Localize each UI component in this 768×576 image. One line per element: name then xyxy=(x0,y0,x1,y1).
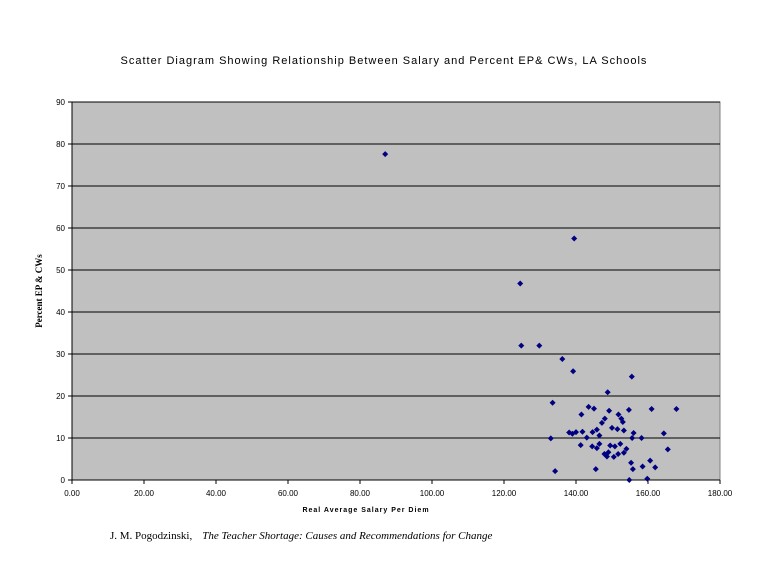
data-point-27 xyxy=(593,426,600,433)
x-axis-label: Real Average Salary Per Diem xyxy=(302,507,429,514)
data-point-48 xyxy=(603,453,610,460)
data-point-56 xyxy=(647,457,654,464)
y-tick-label-70: 70 xyxy=(56,182,65,191)
x-tick-label-40.00: 40.00 xyxy=(206,489,227,498)
x-tick-label-0.00: 0.00 xyxy=(64,489,80,498)
y-tick-label-90: 90 xyxy=(56,98,65,107)
data-point-50 xyxy=(615,450,622,457)
data-point-37 xyxy=(547,435,554,442)
data-point-43 xyxy=(611,443,618,450)
caption-book-title: The Teacher Shortage: Causes and Recomme… xyxy=(202,530,493,542)
data-point-55 xyxy=(639,463,646,470)
data-point-0 xyxy=(382,151,389,158)
x-tick-label-20.00: 20.00 xyxy=(134,489,155,498)
x-tick-label-60.00: 60.00 xyxy=(278,489,299,498)
x-tick-label-180.00: 180.00 xyxy=(708,489,733,498)
data-point-35 xyxy=(629,435,636,441)
data-point-17 xyxy=(615,411,622,418)
y-tick-label-0: 0 xyxy=(61,476,66,485)
data-point-10 xyxy=(673,406,680,413)
y-tick-label-20: 20 xyxy=(56,392,65,401)
data-point-5 xyxy=(559,356,566,363)
data-point-38 xyxy=(577,442,584,449)
y-tick-label-30: 30 xyxy=(56,350,65,359)
data-point-57 xyxy=(652,464,659,471)
source-caption: J. M. Pogodzinski, The Teacher Shortage: … xyxy=(110,530,492,542)
data-point-51 xyxy=(620,449,627,456)
data-point-36 xyxy=(638,435,645,441)
data-point-58 xyxy=(592,466,599,473)
y-axis-label: Percent EP & CWs xyxy=(34,254,44,328)
data-point-32 xyxy=(660,430,667,437)
data-point-30 xyxy=(620,427,627,434)
chart-title: Scatter Diagram Showing Relationship Bet… xyxy=(120,55,648,67)
data-point-33 xyxy=(596,432,603,439)
data-point-41 xyxy=(596,440,603,447)
x-tick-label-80.00: 80.00 xyxy=(350,489,371,498)
data-point-29 xyxy=(614,426,621,433)
data-point-31 xyxy=(630,429,637,436)
data-point-9 xyxy=(549,399,556,406)
data-point-39 xyxy=(589,443,596,450)
gridlines xyxy=(72,101,720,439)
data-point-49 xyxy=(610,453,617,460)
plot-area xyxy=(71,101,721,481)
data-point-8 xyxy=(604,389,611,396)
y-tick-label-60: 60 xyxy=(56,224,65,233)
data-point-42 xyxy=(607,442,614,449)
y-tick-label-10: 10 xyxy=(56,434,65,443)
caption-author: J. M. Pogodzinski, xyxy=(110,530,193,542)
data-point-20 xyxy=(619,419,626,426)
x-tick-label-160.00: 160.00 xyxy=(636,489,661,498)
y-tick-label-80: 80 xyxy=(56,140,65,149)
y-tick-label-40: 40 xyxy=(56,308,65,317)
data-point-4 xyxy=(536,342,543,349)
data-point-44 xyxy=(617,440,624,447)
data-points xyxy=(382,151,680,483)
data-point-28 xyxy=(609,424,615,431)
data-point-21 xyxy=(598,419,605,426)
data-point-15 xyxy=(578,411,585,418)
data-point-11 xyxy=(648,406,655,413)
data-point-24 xyxy=(573,429,579,436)
data-point-1 xyxy=(571,235,578,242)
x-tick-label-140.00: 140.00 xyxy=(564,489,589,498)
data-point-52 xyxy=(664,446,671,453)
data-point-61 xyxy=(644,475,651,482)
y-tick-label-50: 50 xyxy=(56,266,65,275)
data-point-54 xyxy=(629,466,636,473)
data-point-3 xyxy=(518,342,525,349)
data-point-16 xyxy=(606,407,613,414)
data-point-7 xyxy=(628,373,635,380)
data-point-6 xyxy=(570,368,577,375)
data-point-2 xyxy=(517,280,524,287)
data-point-34 xyxy=(583,434,590,441)
data-point-25 xyxy=(579,428,586,435)
data-point-14 xyxy=(591,405,597,412)
data-point-45 xyxy=(623,445,630,452)
data-point-13 xyxy=(585,403,592,410)
data-point-40 xyxy=(593,445,600,452)
x-tick-label-120.00: 120.00 xyxy=(492,489,517,498)
axes: 0 10 20 30 40 50 60 70 80 90 0.00 20.00 40.00 60.00 80… xyxy=(56,98,733,498)
data-point-26 xyxy=(589,429,596,436)
x-tick-label-100.00: 100.00 xyxy=(420,489,445,498)
data-point-12 xyxy=(625,406,632,413)
data-point-60 xyxy=(626,477,633,483)
data-point-19 xyxy=(601,415,608,422)
data-point-59 xyxy=(552,468,559,475)
data-point-53 xyxy=(628,459,635,466)
